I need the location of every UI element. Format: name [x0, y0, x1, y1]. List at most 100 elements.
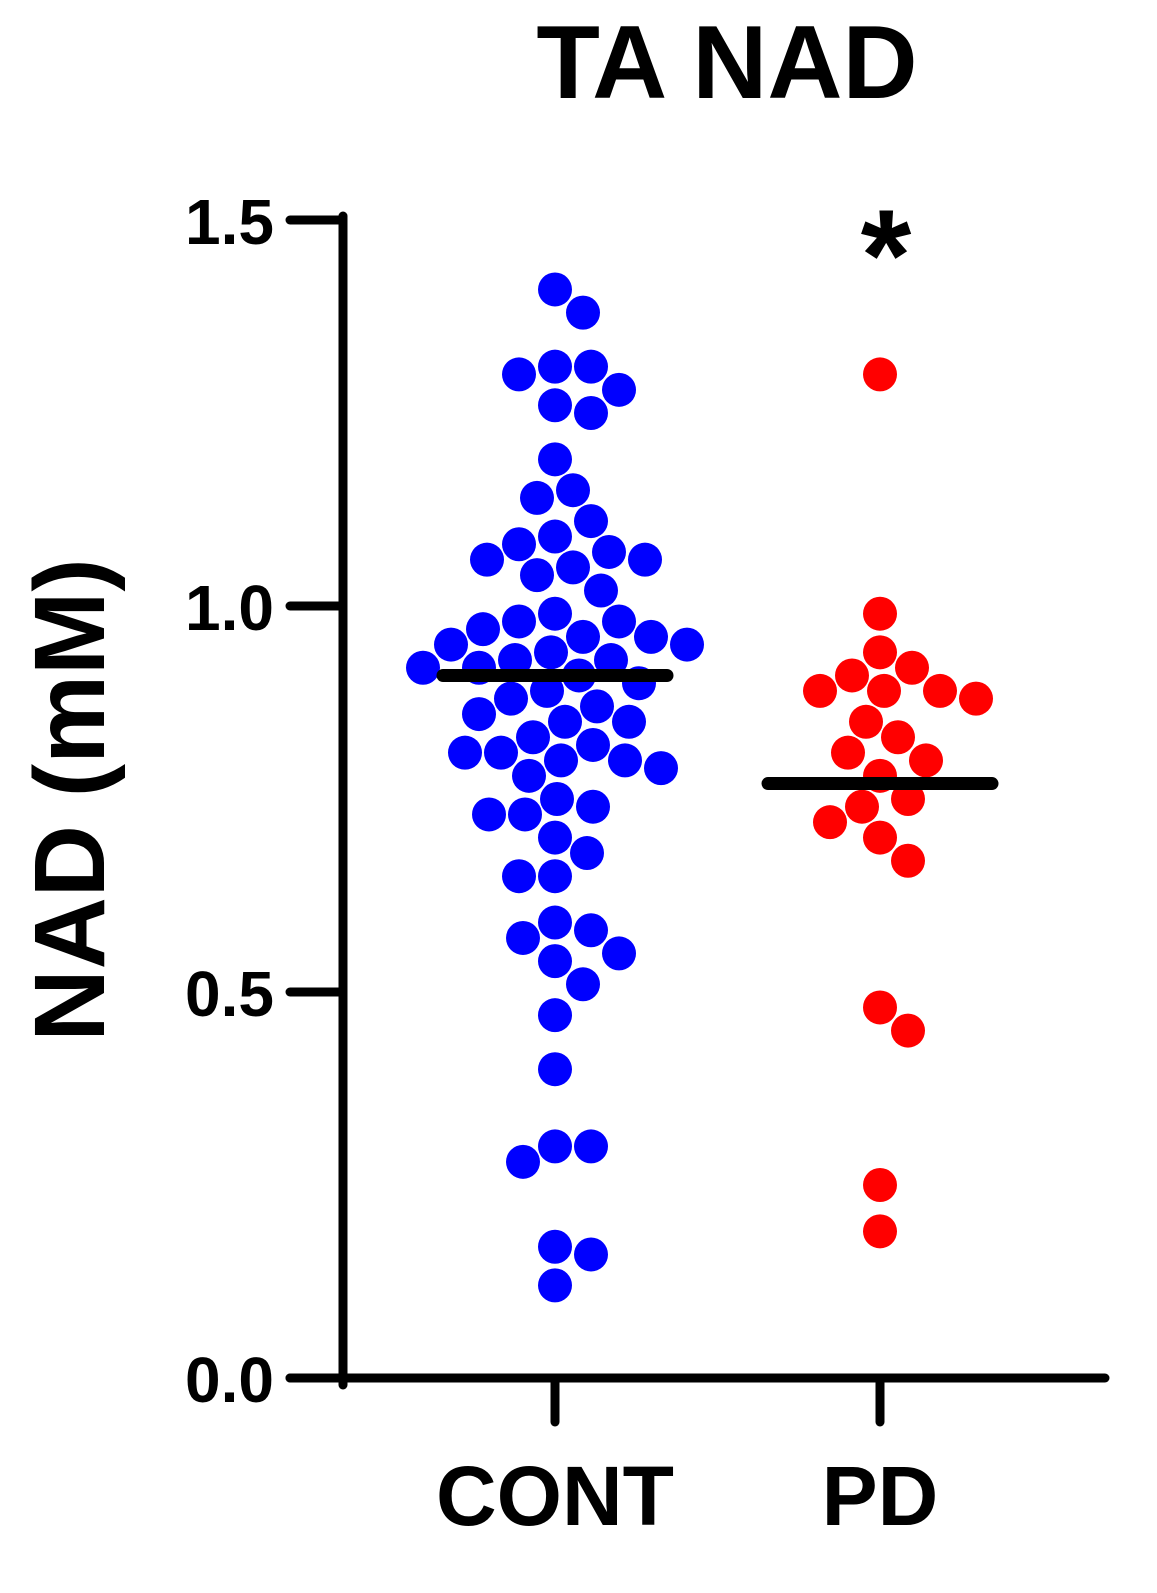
data-point-cont — [566, 967, 600, 1002]
data-point-cont — [466, 612, 500, 647]
data-point-cont — [670, 627, 704, 662]
data-point-cont — [574, 1129, 608, 1164]
data-point-cont — [602, 372, 636, 407]
data-point-cont — [574, 1237, 608, 1272]
data-point-pd — [803, 673, 837, 708]
data-point-cont — [538, 905, 572, 940]
data-point-cont — [574, 349, 608, 384]
data-point-cont — [580, 689, 614, 724]
data-point-pd — [959, 681, 993, 716]
data-point-pd — [813, 805, 847, 840]
data-point-cont — [462, 697, 496, 732]
data-point-cont — [502, 859, 536, 894]
data-point-pd — [849, 704, 883, 739]
data-point-cont — [472, 797, 506, 832]
data-point-cont — [538, 519, 572, 554]
data-point-pd — [863, 635, 897, 670]
data-point-cont — [538, 944, 572, 979]
data-point-pd — [863, 820, 897, 855]
data-point-cont — [602, 604, 636, 639]
data-point-cont — [574, 396, 608, 430]
data-point-pd — [867, 673, 901, 708]
data-point-cont — [608, 743, 642, 778]
data-point-cont — [538, 859, 572, 894]
data-point-cont — [530, 673, 564, 708]
data-point-cont — [602, 936, 636, 971]
data-point-cont — [612, 704, 646, 739]
data-point-cont — [506, 1144, 540, 1179]
data-point-cont — [538, 820, 572, 855]
data-point-pd — [845, 789, 879, 824]
data-point-cont — [502, 527, 536, 562]
data-point-cont — [538, 1052, 572, 1087]
data-point-cont — [584, 573, 618, 608]
data-point-pd — [863, 596, 897, 631]
data-point-cont — [634, 619, 668, 654]
data-point-cont — [520, 558, 554, 593]
chart-title: TA NAD — [536, 5, 917, 121]
data-point-cont — [538, 272, 572, 307]
axes — [285, 211, 1110, 1390]
x-category-label: PD — [822, 1449, 939, 1543]
x-ticks: CONT PD — [436, 1373, 939, 1543]
x-category-label: CONT — [436, 1449, 674, 1543]
data-point-cont — [538, 998, 572, 1033]
data-point-cont — [548, 704, 582, 739]
data-point-cont — [538, 596, 572, 631]
data-point-cont — [538, 442, 572, 477]
data-point-cont — [448, 735, 482, 770]
data-point-cont — [570, 836, 604, 871]
data-point-cont — [502, 604, 536, 639]
data-point-cont — [544, 743, 578, 778]
data-point-pd — [891, 782, 925, 816]
data-point-cont — [484, 735, 518, 770]
data-point-cont — [574, 504, 608, 539]
data-point-cont — [540, 782, 574, 816]
data-point-cont — [592, 534, 626, 569]
data-point-cont — [538, 1229, 572, 1264]
data-point-pd — [909, 743, 943, 778]
data-point-pd — [831, 735, 865, 770]
data-point-cont — [534, 635, 568, 670]
data-point-pd — [863, 990, 897, 1025]
y-axis-label: NAD (mM) — [14, 558, 126, 1041]
data-point-cont — [498, 643, 532, 678]
data-point-cont — [576, 727, 610, 762]
data-point-cont — [538, 1129, 572, 1164]
data-point-pd — [863, 1168, 897, 1202]
data-point-cont — [556, 550, 590, 585]
data-point-cont — [566, 295, 600, 330]
data-point-pd — [891, 843, 925, 878]
data-point-cont — [494, 681, 528, 716]
data-points — [406, 272, 993, 1303]
y-tick-label: 1.5 — [185, 186, 274, 258]
data-point-pd — [895, 650, 929, 685]
data-point-pd — [891, 1013, 925, 1048]
mean-lines — [436, 668, 999, 791]
y-tick-label: 1.0 — [185, 572, 274, 644]
data-point-cont — [512, 758, 546, 793]
data-point-pd — [881, 720, 915, 755]
data-point-cont — [628, 542, 662, 577]
data-point-cont — [406, 650, 440, 685]
data-point-cont — [566, 619, 600, 654]
data-point-pd — [863, 1214, 897, 1249]
data-point-cont — [538, 388, 572, 423]
data-point-pd — [835, 658, 869, 693]
data-point-cont — [594, 643, 628, 678]
data-point-pd — [923, 673, 957, 708]
y-ticks: 0.0 0.5 1.0 1.5 — [185, 186, 348, 1416]
data-point-cont — [576, 789, 610, 824]
data-point-cont — [520, 480, 554, 515]
data-point-cont — [644, 751, 678, 786]
data-point-cont — [516, 720, 550, 755]
data-point-cont — [506, 920, 540, 955]
y-tick-label: 0.5 — [185, 958, 274, 1030]
significance-asterisk: * — [861, 182, 912, 328]
data-point-cont — [538, 349, 572, 384]
data-point-cont — [574, 913, 608, 948]
data-point-cont — [538, 1268, 572, 1303]
data-point-cont — [502, 357, 536, 392]
data-point-pd — [863, 357, 897, 392]
